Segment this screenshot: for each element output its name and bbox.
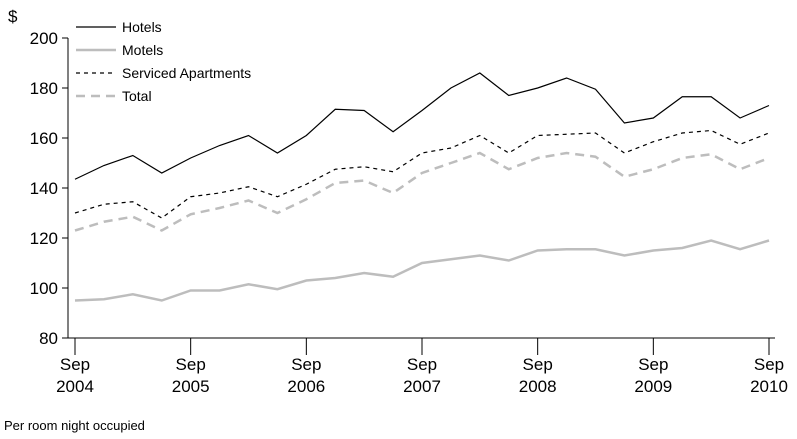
x-tick-label: Sep 2005 <box>172 355 210 396</box>
x-tick-label: Sep 2006 <box>287 355 325 396</box>
y-tick-label: 180 <box>30 79 58 98</box>
series-line <box>74 151 770 232</box>
x-tick-label: Sep 2010 <box>750 355 788 396</box>
y-tick-label: 80 <box>39 329 58 348</box>
x-tick-label: Sep 2009 <box>634 355 672 396</box>
legend-label: Hotels <box>122 19 162 35</box>
series-line <box>74 129 770 219</box>
legend-label: Serviced Apartments <box>122 65 251 81</box>
legend-label: Motels <box>122 42 163 58</box>
footnote: Per room night occupied <box>4 418 145 433</box>
y-unit: $ <box>8 7 18 26</box>
x-tick-label: Sep 2008 <box>519 355 557 396</box>
x-tick-label: Sep 2004 <box>56 355 94 396</box>
x-tick-label: Sep 2007 <box>403 355 441 396</box>
y-tick-label: 160 <box>30 129 58 148</box>
y-tick-label: 100 <box>30 279 58 298</box>
y-tick-label: 200 <box>30 29 58 48</box>
y-tick-label: 140 <box>30 179 58 198</box>
legend-label: Total <box>122 88 152 104</box>
series-line <box>74 239 770 302</box>
series-line <box>74 72 770 180</box>
y-tick-label: 120 <box>30 229 58 248</box>
